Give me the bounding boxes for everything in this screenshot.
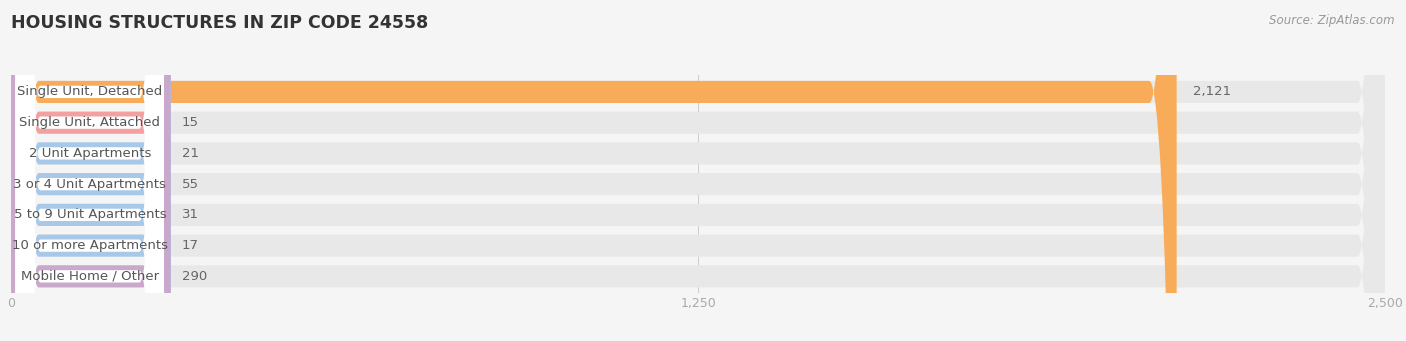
FancyBboxPatch shape (15, 0, 165, 341)
FancyBboxPatch shape (15, 0, 165, 341)
FancyBboxPatch shape (15, 0, 165, 341)
Text: 55: 55 (181, 178, 198, 191)
FancyBboxPatch shape (15, 0, 165, 341)
Text: 10 or more Apartments: 10 or more Apartments (11, 239, 167, 252)
Text: Source: ZipAtlas.com: Source: ZipAtlas.com (1270, 14, 1395, 27)
FancyBboxPatch shape (11, 0, 170, 341)
Text: 17: 17 (181, 239, 198, 252)
FancyBboxPatch shape (11, 0, 1385, 341)
FancyBboxPatch shape (11, 0, 1385, 341)
FancyBboxPatch shape (11, 0, 170, 341)
Text: 290: 290 (181, 270, 207, 283)
FancyBboxPatch shape (11, 0, 1385, 341)
FancyBboxPatch shape (15, 0, 165, 341)
Text: 5 to 9 Unit Apartments: 5 to 9 Unit Apartments (14, 208, 166, 221)
Text: 15: 15 (181, 116, 198, 129)
FancyBboxPatch shape (11, 0, 1385, 341)
FancyBboxPatch shape (11, 0, 170, 341)
FancyBboxPatch shape (11, 0, 1385, 341)
Text: Single Unit, Attached: Single Unit, Attached (20, 116, 160, 129)
FancyBboxPatch shape (11, 0, 170, 341)
Text: 2 Unit Apartments: 2 Unit Apartments (28, 147, 150, 160)
Text: Single Unit, Detached: Single Unit, Detached (17, 86, 163, 99)
Text: 2,121: 2,121 (1194, 86, 1232, 99)
FancyBboxPatch shape (15, 0, 165, 341)
FancyBboxPatch shape (15, 0, 165, 341)
Text: Mobile Home / Other: Mobile Home / Other (21, 270, 159, 283)
FancyBboxPatch shape (11, 0, 1385, 341)
Text: 21: 21 (181, 147, 198, 160)
Text: 3 or 4 Unit Apartments: 3 or 4 Unit Apartments (14, 178, 166, 191)
FancyBboxPatch shape (11, 0, 1177, 341)
FancyBboxPatch shape (11, 0, 170, 341)
FancyBboxPatch shape (11, 0, 170, 341)
Text: 31: 31 (181, 208, 198, 221)
FancyBboxPatch shape (11, 0, 1385, 341)
Text: HOUSING STRUCTURES IN ZIP CODE 24558: HOUSING STRUCTURES IN ZIP CODE 24558 (11, 14, 429, 32)
